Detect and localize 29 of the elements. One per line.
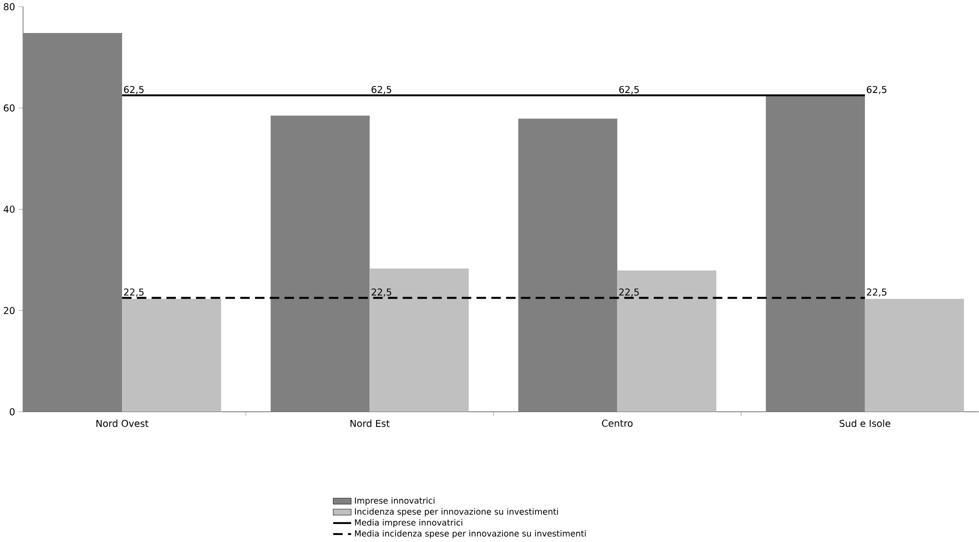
data-label: 22,5 — [866, 288, 886, 297]
legend-label: Incidenza spese per innovazione su investimenti — [355, 508, 558, 516]
data-label: 22,5 — [619, 288, 639, 297]
y-tick-label: 20 — [4, 306, 15, 314]
data-label: 22,5 — [372, 288, 392, 297]
bar — [270, 116, 370, 412]
x-tick-label: Nord Est — [350, 420, 390, 427]
y-tick-label: 0 — [10, 408, 15, 416]
data-label: 62,5 — [619, 86, 639, 94]
y-tick-label: 40 — [4, 206, 15, 213]
bar — [518, 118, 618, 412]
data-label: 22,5 — [124, 288, 144, 297]
bar — [23, 32, 122, 412]
bar — [617, 270, 716, 412]
bar — [864, 298, 964, 412]
data-label: 62,5 — [372, 86, 392, 94]
legend-label: Media incidenza spese per innovazione su investimenti — [355, 530, 586, 538]
x-tick-label: Centro — [602, 420, 633, 427]
bar — [122, 298, 222, 412]
x-tick-label: Sud e Isole — [840, 420, 890, 427]
data-label: 62,5 — [866, 86, 886, 94]
y-tick-label: 60 — [4, 104, 15, 112]
legend-label: Imprese innovatrici — [355, 497, 434, 506]
bar — [370, 268, 469, 412]
legend-label: Media imprese innovatrici — [355, 519, 462, 528]
bar — [766, 95, 865, 412]
data-label: 62,5 — [124, 86, 144, 94]
x-tick-label: Nord Ovest — [96, 420, 148, 427]
y-tick-label: 80 — [4, 3, 15, 10]
